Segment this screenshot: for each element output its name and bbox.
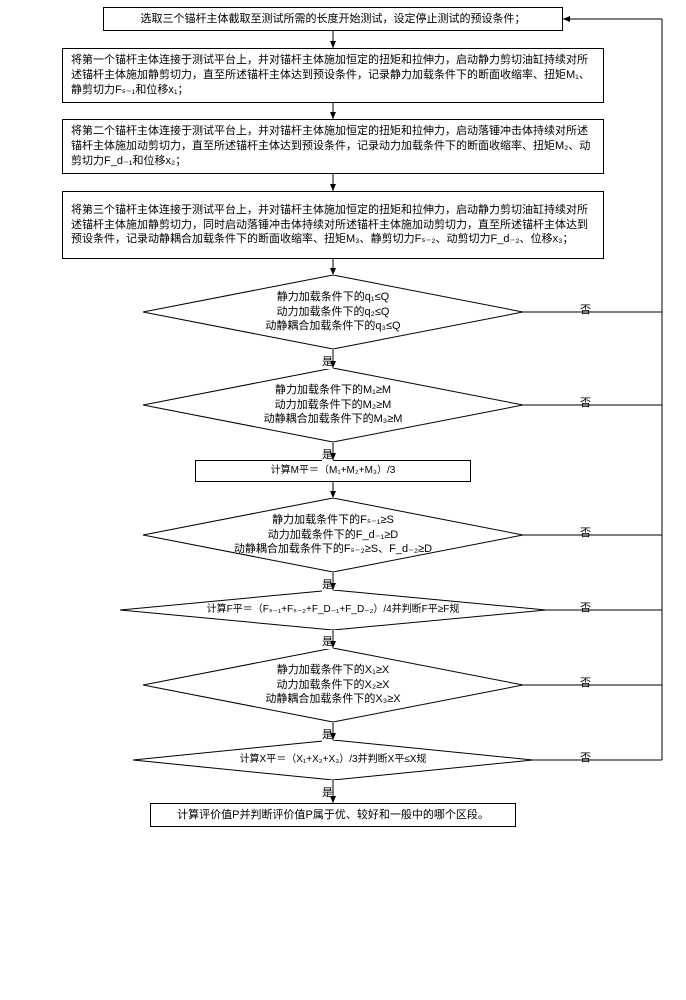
step-test3: 将第三个锚杆主体连接于测试平台上，并对锚杆主体施加恒定的扭矩和拉伸力，启动静力剪… bbox=[62, 191, 604, 259]
no-label: 否 bbox=[580, 301, 591, 317]
step-test2: 将第二个锚杆主体连接于测试平台上，并对锚杆主体施加恒定的扭矩和拉伸力，启动落锤冲… bbox=[62, 119, 604, 174]
no-label: 否 bbox=[580, 599, 591, 615]
yes-label: 是 bbox=[322, 576, 333, 592]
yes-label: 是 bbox=[322, 726, 333, 742]
step-calc-m: 计算M平＝（M₁+M₂+M₃）/3 bbox=[195, 460, 471, 482]
yes-label: 是 bbox=[322, 633, 333, 649]
decision-xavg: 计算X平＝（X₁+X₂+X₃）/3并判断X平≤X规 bbox=[133, 740, 533, 780]
no-label: 否 bbox=[580, 394, 591, 410]
decision-q: 静力加载条件下的q₁≤Q 动力加载条件下的q₂≤Q 动静耦合加载条件下的q₃≤Q bbox=[143, 275, 523, 349]
step-final: 计算评价值P并判断评价值P属于优、较好和一般中的哪个区段。 bbox=[150, 803, 516, 827]
no-label: 否 bbox=[580, 524, 591, 540]
decision-favg: 计算F平＝（Fₛ₋₁+Fₛ₋₂+F_D₋₁+F_D₋₂）/4并判断F平≥F规 bbox=[120, 590, 546, 630]
yes-label: 是 bbox=[322, 446, 333, 462]
decision-x: 静力加载条件下的X₁≥X 动力加载条件下的X₂≥X 动静耦合加载条件下的X₃≥X bbox=[143, 648, 523, 722]
step-select: 选取三个锚杆主体截取至测试所需的长度开始测试，设定停止测试的预设条件； bbox=[103, 7, 563, 31]
yes-label: 是 bbox=[322, 784, 333, 800]
decision-f: 静力加载条件下的Fₛ₋₁≥S 动力加载条件下的F_d₋₁≥D 动静耦合加载条件下… bbox=[143, 498, 523, 572]
yes-label: 是 bbox=[322, 353, 333, 369]
step-test1: 将第一个锚杆主体连接于测试平台上，并对锚杆主体施加恒定的扭矩和拉伸力，启动静力剪… bbox=[62, 48, 604, 103]
decision-m: 静力加载条件下的M₁≥M 动力加载条件下的M₂≥M 动静耦合加载条件下的M₃≥M bbox=[143, 368, 523, 442]
no-label: 否 bbox=[580, 674, 591, 690]
no-label: 否 bbox=[580, 749, 591, 765]
